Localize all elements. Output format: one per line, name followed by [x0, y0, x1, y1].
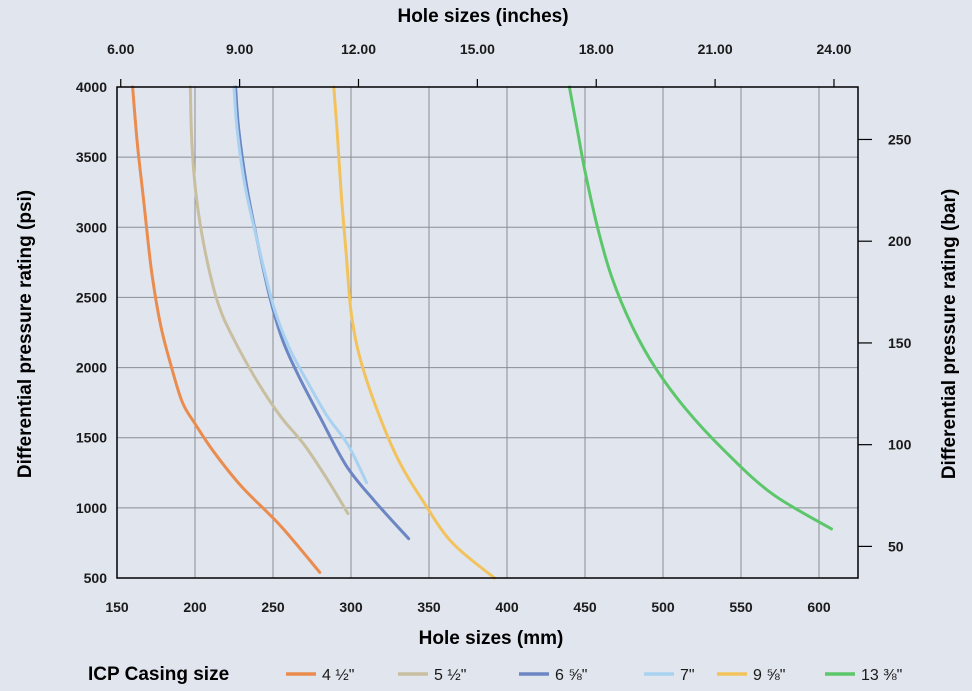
- legend-title: ICP Casing size: [88, 664, 229, 685]
- x-tick-label: 550: [729, 599, 753, 615]
- top-x-tick-label: 21.00: [698, 41, 733, 57]
- series-line: [567, 85, 833, 531]
- x-tick-label: 350: [417, 599, 441, 615]
- x-axis-title: Hole sizes (mm): [419, 628, 564, 649]
- y-tick-label: 2500: [76, 289, 107, 305]
- tick-labels: 150 200 250 300 350 400 450 500 550 600 500 1000 150…: [76, 41, 912, 615]
- top-x-tick-label: 18.00: [579, 41, 614, 57]
- x-tick-label: 450: [573, 599, 597, 615]
- x-tick-label: 150: [105, 599, 129, 615]
- legend-label: 9 ⅝": [753, 667, 785, 684]
- y-tick-label: 1000: [76, 500, 107, 516]
- x-tick-label: 200: [183, 599, 207, 615]
- legend-items: 4 ½" 5 ½" 6 ⅝" 7" 9 ⅝" 13 ⅜": [286, 667, 902, 684]
- legend-label: 7": [680, 667, 695, 684]
- y-tick-label: 1500: [76, 430, 107, 446]
- y2-tick-label: 150: [888, 335, 912, 351]
- legend: ICP Casing size 4 ½" 5 ½" 6 ⅝" 7" 9 ⅝" 13 ⅜": [88, 664, 902, 685]
- plot-frame: [116, 86, 859, 579]
- legend-label: 5 ½": [434, 667, 466, 684]
- top-x-tick-label: 24.00: [816, 41, 851, 57]
- y2-tick-label: 100: [888, 437, 912, 453]
- x-tick-label: 250: [261, 599, 285, 615]
- x-tick-label: 500: [651, 599, 675, 615]
- y-tick-label: 3000: [76, 219, 107, 235]
- series-line: [131, 85, 322, 574]
- y-axis-title: Differential pressure rating (psi): [15, 190, 36, 478]
- top-x-tick-label: 12.00: [341, 41, 376, 57]
- top-x-tick-label: 6.00: [107, 41, 134, 57]
- y-tick-label: 3500: [76, 149, 107, 165]
- y2-tick-label: 50: [888, 538, 904, 554]
- x-tick-label: 400: [495, 599, 519, 615]
- series-line: [332, 85, 496, 580]
- legend-label: 13 ⅜": [861, 667, 902, 684]
- series-line: [234, 85, 411, 541]
- top-x-tick-label: 9.00: [226, 41, 253, 57]
- y2-tick-label: 200: [888, 233, 912, 249]
- grid: [117, 87, 858, 578]
- top-x-axis-title: Hole sizes (inches): [397, 6, 568, 27]
- y2-axis-title: Differential pressure rating (bar): [939, 189, 960, 479]
- legend-label: 4 ½": [322, 667, 354, 684]
- series-line: [188, 85, 350, 515]
- y-tick-label: 4000: [76, 79, 107, 95]
- series-line: [232, 85, 369, 485]
- legend-label: 6 ⅝": [555, 667, 587, 684]
- y-tick-label: 500: [84, 570, 108, 586]
- x-tick-label: 600: [807, 599, 831, 615]
- y2-tick-label: 250: [888, 131, 912, 147]
- y-tick-label: 2000: [76, 360, 107, 376]
- series-lines: [131, 85, 833, 580]
- top-x-tick-label: 15.00: [460, 41, 495, 57]
- x-tick-label: 300: [339, 599, 363, 615]
